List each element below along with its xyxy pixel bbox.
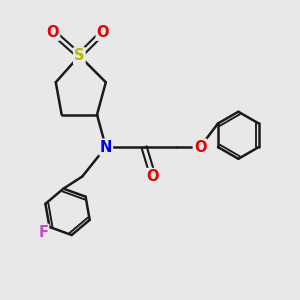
Text: F: F (38, 225, 48, 240)
Text: O: O (46, 25, 59, 40)
Text: N: N (100, 140, 112, 154)
Text: O: O (147, 169, 159, 184)
Text: O: O (194, 140, 206, 154)
Text: O: O (97, 25, 109, 40)
Text: S: S (74, 48, 85, 63)
